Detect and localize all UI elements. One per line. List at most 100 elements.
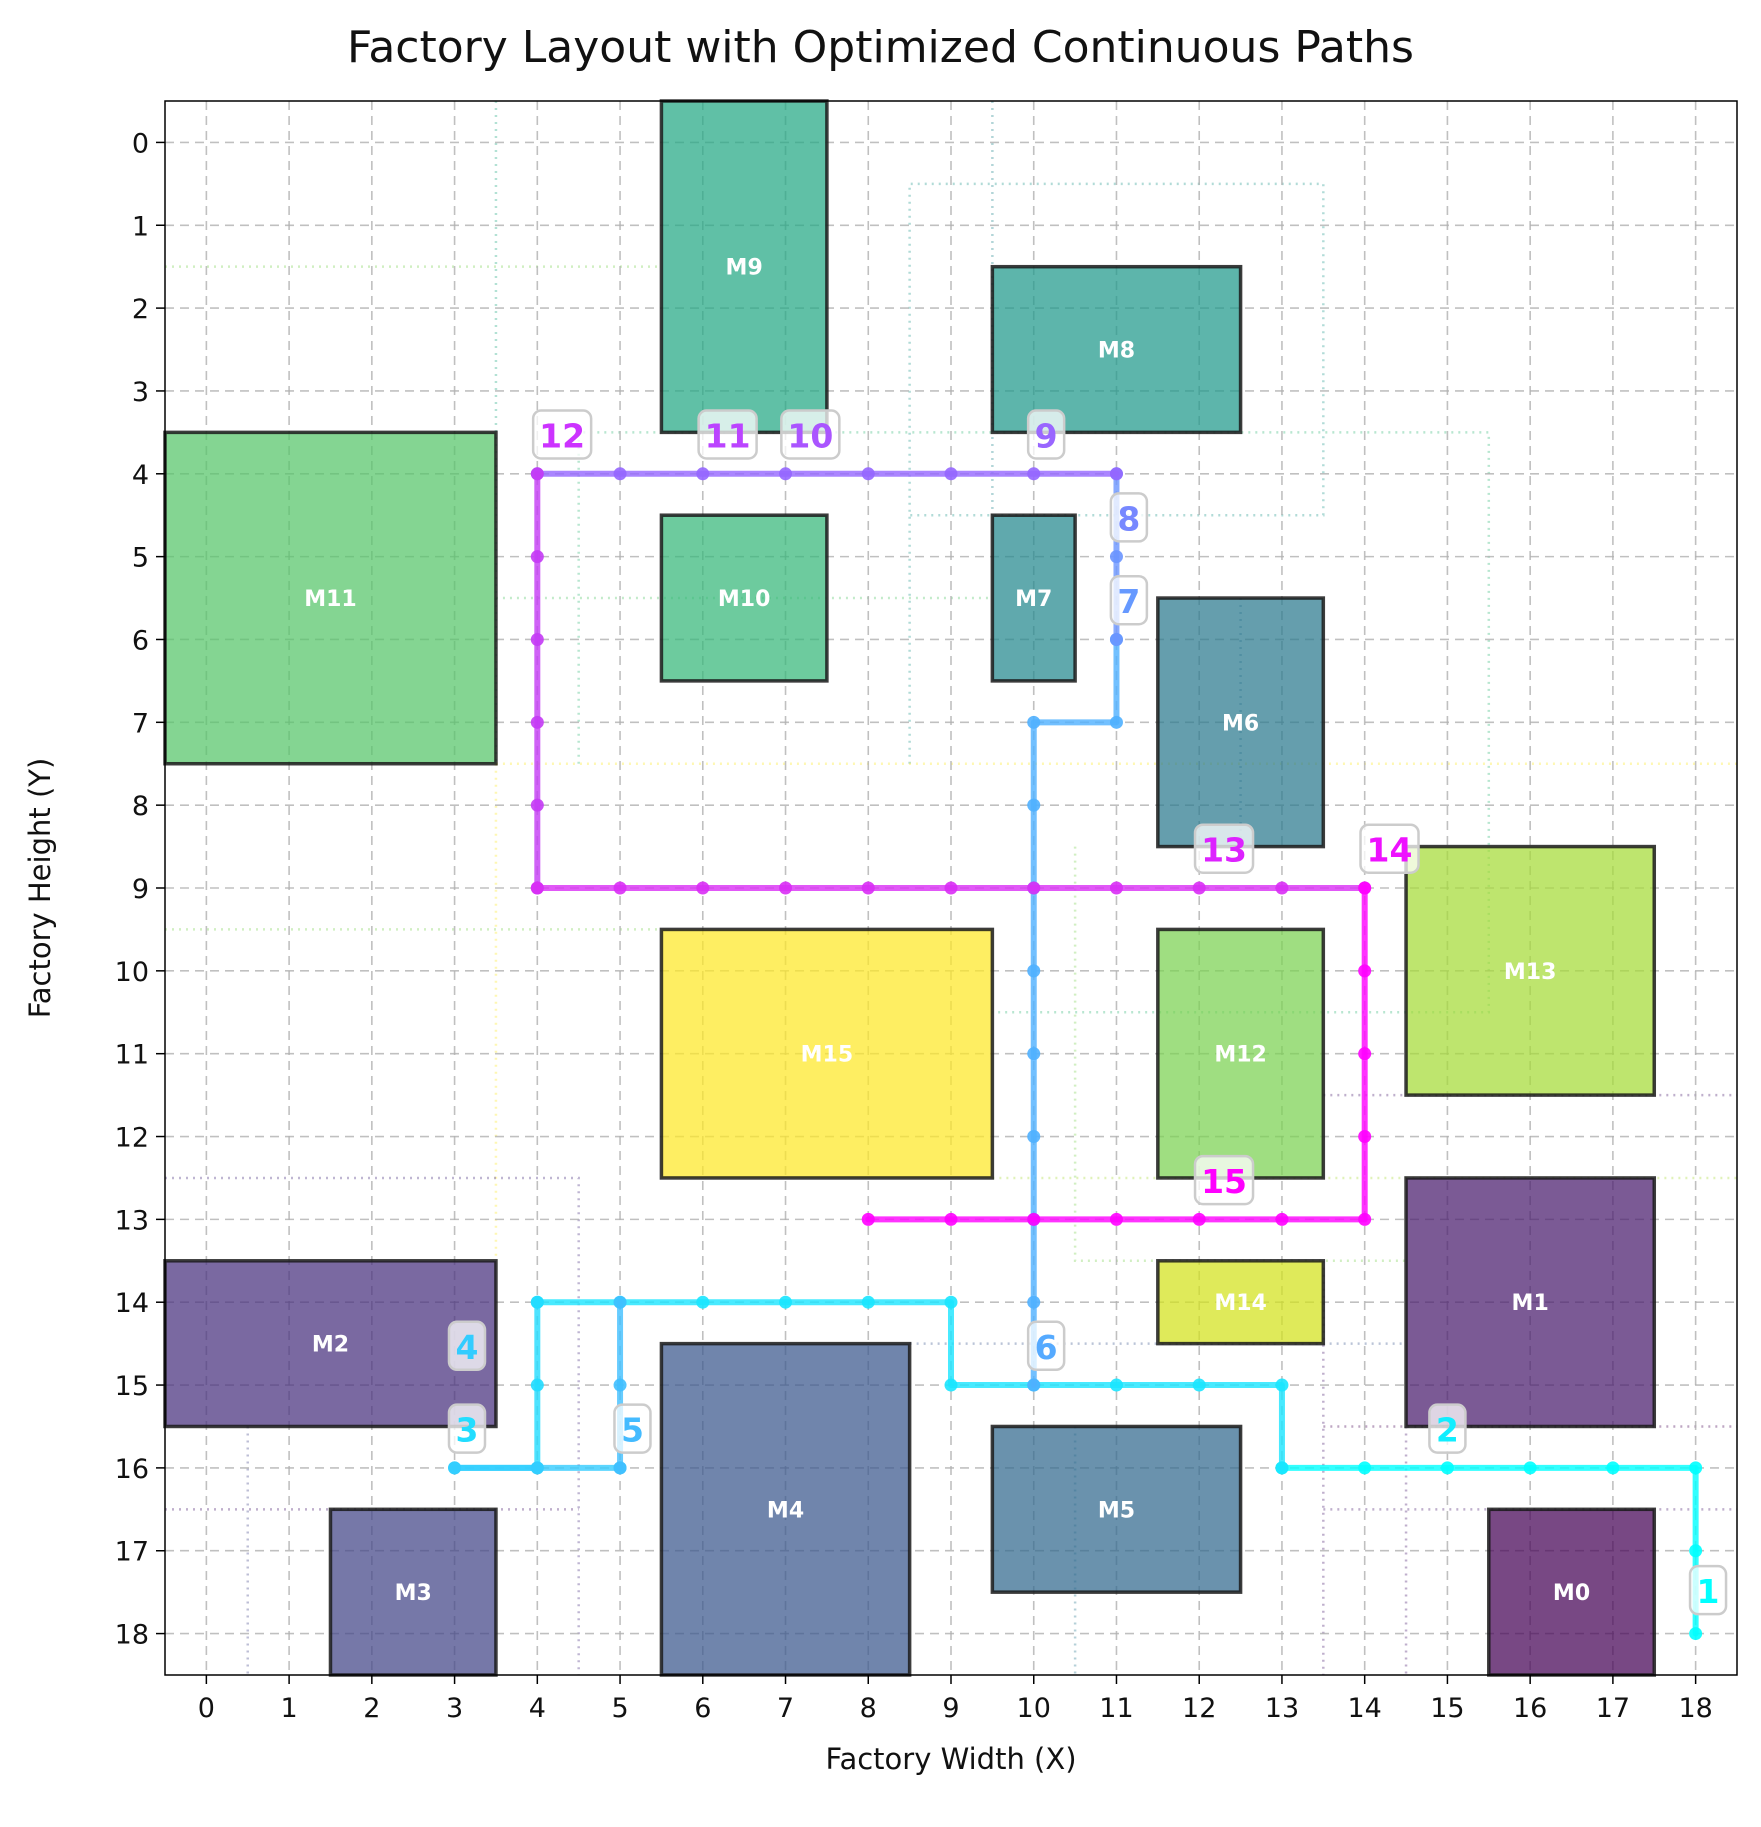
step-label-box bbox=[1193, 823, 1255, 874]
y-axis-label: Factory Height (Y) bbox=[23, 758, 57, 1019]
path-point bbox=[1689, 1627, 1703, 1641]
step-label-box bbox=[1026, 1320, 1066, 1372]
path-point bbox=[613, 467, 627, 481]
path-point bbox=[944, 467, 958, 481]
machine-m2: M2 bbox=[163, 1259, 498, 1429]
y-tick-label: 15 bbox=[115, 1371, 149, 1402]
path-point bbox=[1109, 632, 1123, 646]
path-line bbox=[534, 1299, 1285, 1471]
path-point bbox=[1109, 715, 1123, 729]
y-tick-label: 17 bbox=[115, 1537, 149, 1568]
y-tick-label: 18 bbox=[115, 1620, 149, 1651]
x-tick-label: 5 bbox=[611, 1693, 628, 1724]
step-label-10: 10 bbox=[780, 409, 841, 460]
path-segment bbox=[530, 467, 1123, 481]
path-point bbox=[1027, 715, 1041, 729]
y-tick-label: 14 bbox=[115, 1288, 149, 1319]
path-segment bbox=[530, 881, 1372, 895]
step-label-9: 9 bbox=[1026, 409, 1066, 460]
path-point bbox=[696, 467, 710, 481]
paths bbox=[448, 467, 1703, 1641]
y-tick-label: 12 bbox=[115, 1123, 149, 1154]
step-label-text: 13 bbox=[1201, 831, 1247, 870]
path-point bbox=[1358, 1212, 1372, 1226]
path-point bbox=[1027, 1378, 1041, 1392]
step-label-box bbox=[531, 409, 593, 460]
step-label-box bbox=[1359, 823, 1420, 874]
step-label-text: 8 bbox=[1117, 499, 1140, 538]
path-point bbox=[1358, 1130, 1372, 1144]
machine-label: M14 bbox=[1214, 1291, 1267, 1316]
path-point bbox=[1358, 964, 1372, 978]
y-tick-label: 11 bbox=[115, 1040, 149, 1071]
x-tick-label: 12 bbox=[1182, 1693, 1216, 1724]
path-point bbox=[1192, 1378, 1206, 1392]
path-point bbox=[530, 550, 544, 564]
x-tick-label: 0 bbox=[198, 1693, 215, 1724]
machine-rect bbox=[163, 1259, 498, 1429]
path-point bbox=[944, 1295, 958, 1309]
path-point bbox=[696, 1295, 710, 1309]
path-point bbox=[1275, 1212, 1289, 1226]
x-tick-label: 8 bbox=[860, 1693, 877, 1724]
path-point bbox=[1027, 467, 1041, 481]
axis-ticks: 0 1 2 3 4 5 6 7 8 9 10 11 12 13 14 15 16 17 18012345678910… bbox=[115, 128, 1713, 1724]
step-label-text: 11 bbox=[705, 417, 751, 456]
path-point bbox=[779, 467, 793, 481]
machine-rect bbox=[1156, 1259, 1326, 1346]
machine-label: M2 bbox=[312, 1333, 349, 1358]
machines: M0 M1 M2 M3 M4 M5 M6 M7 M8 M9 M10 M11 M12 M13 M14 M15 bbox=[163, 99, 1657, 1677]
path-point bbox=[1027, 881, 1041, 895]
y-tick-label: 5 bbox=[132, 543, 149, 574]
machine-label: M9 bbox=[726, 256, 763, 281]
path-segment bbox=[1027, 632, 1123, 1392]
path-point bbox=[1109, 881, 1123, 895]
x-tick-label: 18 bbox=[1678, 1693, 1712, 1724]
machine-m5: M5 bbox=[990, 1424, 1243, 1594]
step-label-4: 4 bbox=[447, 1320, 487, 1372]
path-point bbox=[448, 1461, 462, 1475]
path-point bbox=[613, 1378, 627, 1392]
y-tick-label: 16 bbox=[115, 1454, 149, 1485]
step-label-text: 4 bbox=[456, 1328, 479, 1367]
machine-rect bbox=[1487, 1507, 1657, 1677]
y-tick-label: 7 bbox=[132, 708, 149, 739]
machine-m10: M10 bbox=[659, 513, 829, 683]
path-point bbox=[1358, 1047, 1372, 1061]
step-label-text: 12 bbox=[539, 417, 585, 456]
step-label-11: 11 bbox=[697, 409, 758, 460]
machine-m12: M12 bbox=[1156, 927, 1326, 1180]
y-tick-label: 1 bbox=[132, 211, 149, 242]
step-label-box bbox=[780, 409, 841, 460]
machine-m15: M15 bbox=[659, 927, 995, 1180]
step-label-12: 12 bbox=[531, 409, 593, 460]
path-point bbox=[1109, 550, 1123, 564]
step-label-box bbox=[1109, 492, 1149, 543]
path-point bbox=[1440, 1461, 1454, 1475]
x-tick-label: 2 bbox=[363, 1693, 380, 1724]
step-label-text: 3 bbox=[456, 1411, 479, 1450]
x-tick-label: 6 bbox=[694, 1693, 711, 1724]
step-label-box bbox=[447, 1320, 487, 1372]
machine-label: M6 bbox=[1222, 711, 1259, 736]
x-tick-label: 3 bbox=[446, 1693, 463, 1724]
machine-label: M5 bbox=[1098, 1498, 1135, 1523]
machine-m9: M9 bbox=[659, 99, 829, 435]
machine-rect bbox=[990, 1424, 1243, 1594]
step-label-box bbox=[1688, 1564, 1728, 1616]
path-point bbox=[1275, 1378, 1289, 1392]
machine-label: M0 bbox=[1553, 1581, 1590, 1606]
step-label-box bbox=[697, 409, 758, 460]
machine-m0: M0 bbox=[1487, 1507, 1657, 1677]
path-point bbox=[944, 881, 958, 895]
path-point bbox=[613, 881, 627, 895]
path-point bbox=[1027, 1047, 1041, 1061]
machine-rect bbox=[990, 513, 1077, 683]
step-label-7: 7 bbox=[1109, 574, 1149, 626]
machine-label: M8 bbox=[1098, 339, 1135, 364]
step-label-box bbox=[1193, 1154, 1255, 1206]
machine-label: M4 bbox=[767, 1498, 804, 1523]
path-point bbox=[1027, 798, 1041, 812]
guide-line bbox=[1073, 846, 1407, 1263]
step-label-box bbox=[1026, 409, 1066, 460]
